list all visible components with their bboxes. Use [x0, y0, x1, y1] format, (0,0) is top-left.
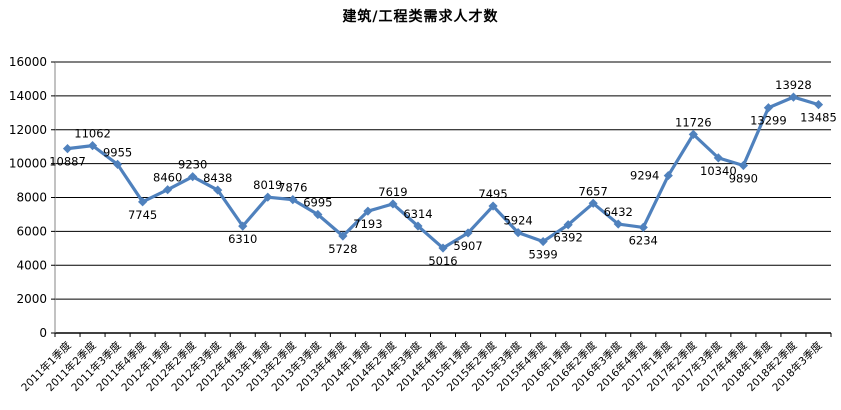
- data-point-label: 11062: [74, 127, 111, 141]
- data-point-label: 5016: [428, 254, 457, 268]
- data-point-label: 8019: [253, 178, 282, 192]
- data-point-label: 13485: [800, 111, 837, 125]
- data-point-marker: [713, 153, 723, 163]
- data-point-marker: [213, 185, 223, 195]
- data-point-marker: [112, 159, 123, 169]
- data-point-label: 7745: [128, 208, 157, 222]
- data-point-marker: [363, 206, 373, 216]
- data-point-marker: [488, 201, 498, 211]
- data-point-marker: [738, 160, 748, 171]
- data-point-label: 5924: [503, 214, 532, 228]
- data-point-marker: [62, 144, 73, 154]
- data-point-label: 13299: [750, 114, 787, 128]
- data-point-label: 10340: [700, 164, 737, 178]
- data-point-marker: [563, 220, 573, 230]
- y-axis-label: 10000: [9, 157, 47, 171]
- chart-title: 建筑/工程类需求人才数: [342, 9, 499, 25]
- data-point-marker: [588, 198, 598, 208]
- data-point-label: 6995: [303, 196, 332, 210]
- data-point-marker: [288, 195, 298, 205]
- data-point-label: 9294: [630, 169, 659, 183]
- data-point-marker: [263, 192, 273, 202]
- data-point-label: 11726: [675, 115, 712, 129]
- data-point-marker: [138, 197, 148, 207]
- data-point-label: 6392: [554, 231, 583, 245]
- data-point-label: 6432: [604, 205, 633, 219]
- data-point-label: 9230: [178, 158, 207, 172]
- data-point-marker: [163, 185, 173, 195]
- data-point-label: 7876: [278, 181, 307, 195]
- data-point-marker: [813, 99, 824, 110]
- data-point-label: 8460: [153, 171, 182, 185]
- data-point-marker: [438, 243, 448, 253]
- data-point-label: 9955: [103, 145, 132, 159]
- data-point-marker: [688, 129, 698, 139]
- data-point-label: 7495: [478, 187, 507, 201]
- y-axis-label: 14000: [9, 89, 47, 103]
- data-point-label: 5728: [328, 242, 357, 256]
- y-axis-label: 16000: [9, 55, 47, 69]
- y-axis-label: 6000: [16, 224, 47, 238]
- data-point-label: 10887: [49, 155, 86, 169]
- data-point-label: 13928: [775, 78, 812, 92]
- data-point-marker: [87, 141, 98, 151]
- data-point-label: 7619: [378, 185, 407, 199]
- data-point-marker: [388, 199, 398, 209]
- y-axis-label: 4000: [16, 258, 47, 272]
- data-point-marker: [538, 236, 548, 247]
- data-point-label: 6310: [228, 232, 257, 246]
- data-point-marker: [188, 172, 198, 182]
- data-point-label: 9890: [729, 171, 758, 185]
- data-point-label: 6234: [629, 233, 658, 247]
- data-point-label: 7657: [579, 184, 608, 198]
- data-point-label: 6314: [403, 207, 432, 221]
- y-axis-label: 8000: [16, 191, 47, 205]
- y-axis-label: 2000: [16, 292, 47, 306]
- data-point-marker: [413, 221, 423, 231]
- data-point-marker: [463, 228, 473, 238]
- data-point-marker: [238, 221, 248, 231]
- y-axis-label: 12000: [9, 123, 47, 137]
- data-point-label: 5907: [453, 239, 482, 253]
- data-point-marker: [663, 170, 673, 181]
- data-point-marker: [513, 228, 523, 238]
- data-point-label: 7193: [353, 217, 382, 231]
- data-point-marker: [638, 222, 648, 233]
- data-point-marker: [338, 231, 348, 241]
- data-point-marker: [613, 219, 623, 229]
- data-point-marker: [313, 209, 323, 220]
- data-point-label: 5399: [528, 248, 557, 262]
- y-axis-label: 0: [39, 326, 47, 340]
- data-point-label: 8438: [203, 171, 232, 185]
- data-point-marker: [763, 103, 774, 113]
- data-point-marker: [788, 92, 799, 102]
